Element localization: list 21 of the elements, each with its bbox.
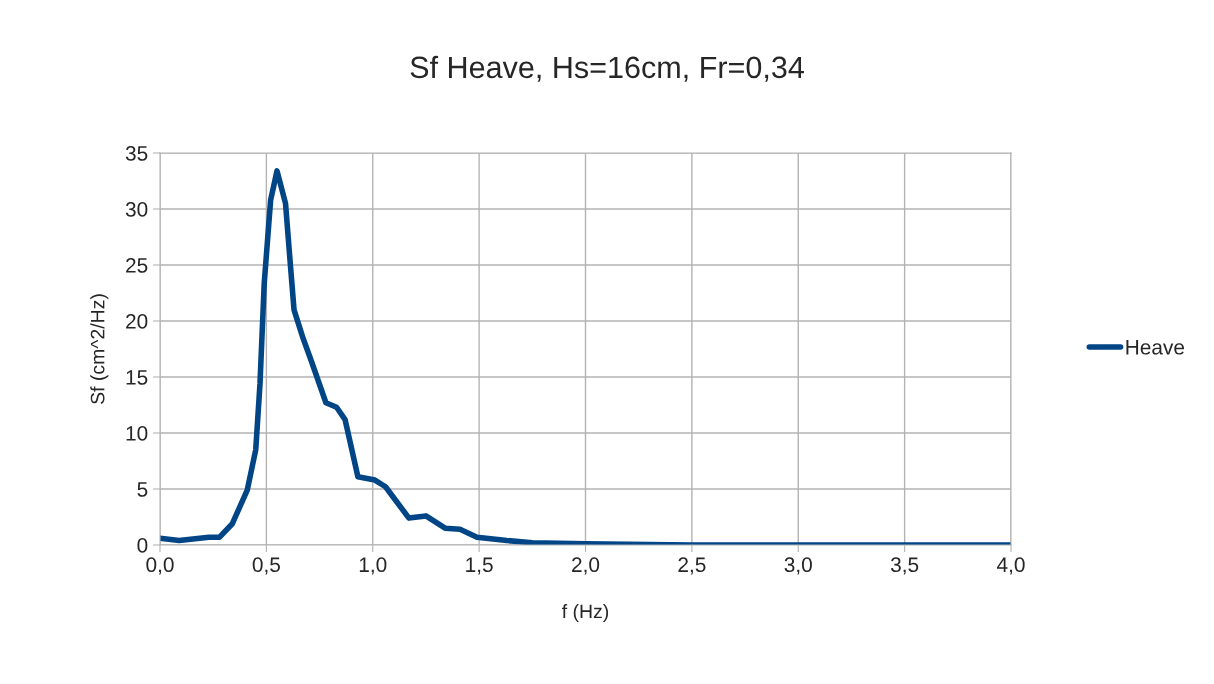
x-tick-label: 3,0: [784, 557, 812, 575]
y-tick-label: 5: [137, 482, 148, 497]
x-tick-label: 1,0: [359, 557, 387, 575]
y-tick-label: 10: [126, 426, 148, 441]
x-tick-label: 3,5: [890, 557, 919, 575]
x-tick-label: 2,5: [678, 557, 706, 575]
y-tick-label: 20: [126, 314, 148, 329]
legend-label: Heave: [1126, 340, 1185, 355]
y-tick-label: 0: [137, 538, 148, 553]
x-axis-title: f (Hz): [562, 604, 609, 623]
y-tick-label: 15: [126, 370, 148, 385]
x-tick-label: 2,0: [572, 557, 600, 575]
x-tick-label: 0,5: [252, 557, 280, 575]
y-tick-label: 25: [126, 258, 148, 273]
y-tick-label: 35: [125, 146, 148, 161]
x-tick-label: 4,0: [997, 557, 1025, 575]
y-axis-title: Sf (cm^2/Hz): [90, 294, 109, 404]
x-tick-label: 1,5: [466, 557, 493, 575]
y-tick-label: 30: [125, 202, 148, 217]
chart-title: Sf Heave, Hs=16cm, Fr=0,34: [410, 55, 804, 82]
x-tick-label: 0,0: [146, 557, 174, 575]
